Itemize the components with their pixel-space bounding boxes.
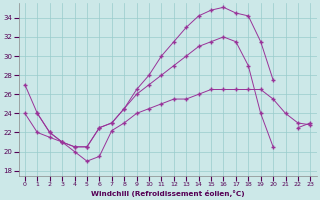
X-axis label: Windchill (Refroidissement éolien,°C): Windchill (Refroidissement éolien,°C) (91, 190, 244, 197)
